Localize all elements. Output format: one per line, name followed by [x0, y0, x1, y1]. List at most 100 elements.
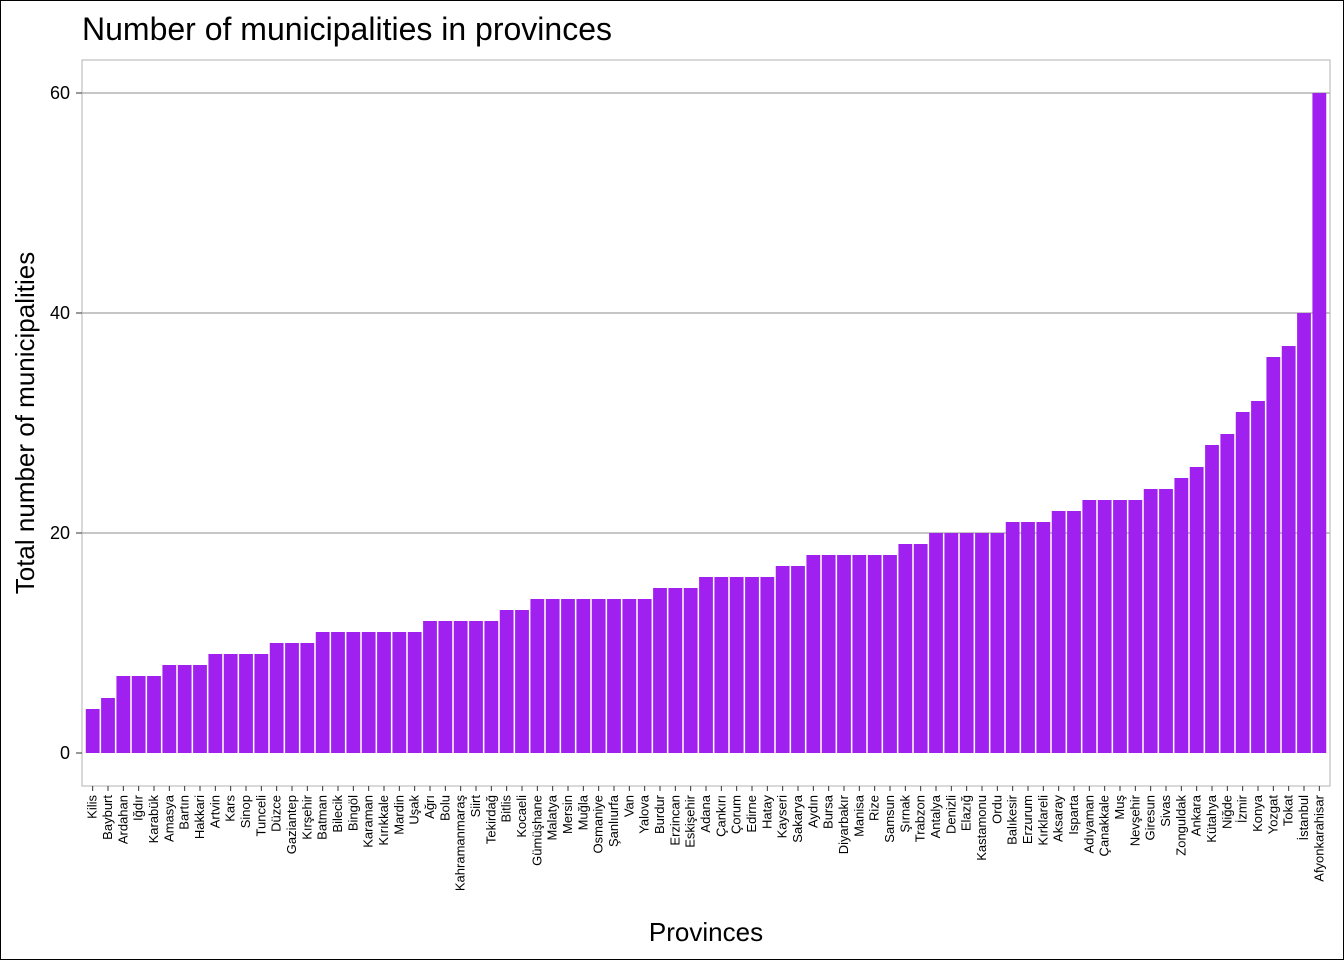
- x-tick-label: Edirne: [744, 795, 759, 833]
- bar-65: [1067, 511, 1081, 753]
- x-tick-label: Aydın: [805, 795, 820, 828]
- x-tick-label: Ağrı: [422, 795, 437, 819]
- x-tick-label: Mersin: [560, 795, 575, 834]
- bar-70: [1143, 489, 1158, 753]
- bar-41: [699, 577, 713, 753]
- x-tick-label: Hatay: [759, 795, 774, 829]
- bar-34: [591, 599, 606, 753]
- x-tick-label: İzmir: [1235, 794, 1250, 823]
- x-tick-label: Eskişehir: [683, 794, 698, 847]
- x-tick-label: Amasya: [161, 794, 176, 842]
- bar-79: [1281, 346, 1296, 753]
- bar-63: [1036, 522, 1051, 753]
- bar-27: [484, 621, 499, 753]
- x-tick-label: Şırnak: [897, 795, 912, 833]
- bar-7: [177, 665, 192, 753]
- x-tick-label: Adana: [698, 794, 713, 832]
- y-tick-label: 60: [50, 83, 70, 103]
- x-tick-label: Afyonkarahisar: [1311, 794, 1326, 881]
- bar-56: [929, 533, 943, 753]
- bar-36: [622, 599, 637, 753]
- x-tick-label: Erzurum: [1020, 795, 1035, 844]
- bar-4: [131, 676, 146, 753]
- bar-47: [791, 566, 805, 753]
- bar-37: [637, 599, 652, 753]
- bar-45: [760, 577, 775, 753]
- x-tick-label: Yozgat: [1265, 795, 1280, 835]
- bar-38: [653, 588, 667, 753]
- bar-59: [975, 533, 989, 753]
- x-tick-label: Aksaray: [1051, 795, 1066, 842]
- x-tick-label: Karaman: [361, 795, 376, 848]
- x-tick-label: Çanakkale: [1097, 795, 1112, 856]
- x-tick-label: Artvin: [207, 795, 222, 828]
- x-tick-label: Zonguldak: [1173, 795, 1188, 856]
- x-tick-label: Kocaeli: [514, 795, 529, 838]
- x-tick-label: Batman: [315, 795, 330, 840]
- x-tick-label: Elazığ: [959, 795, 974, 831]
- bar-13: [269, 643, 284, 753]
- x-tick-label: Gümüşhane: [529, 795, 544, 866]
- x-tick-label: Bilecik: [330, 795, 345, 833]
- x-tick-label: Tunceli: [253, 795, 268, 837]
- x-tick-label: Ankara: [1189, 794, 1204, 836]
- y-tick-label: 0: [60, 743, 70, 763]
- bar-50: [837, 555, 851, 753]
- bar-24: [438, 621, 453, 753]
- x-tick-label: Tokat: [1281, 795, 1296, 826]
- bar-57: [944, 533, 959, 753]
- bar-75: [1220, 434, 1235, 753]
- y-tick-label: 40: [50, 303, 70, 323]
- x-tick-label: Kırıkkale: [376, 795, 391, 846]
- x-tick-label: Çankırı: [713, 795, 728, 837]
- bar-3: [116, 676, 131, 753]
- bar-28: [499, 610, 514, 753]
- bar-6: [162, 665, 177, 753]
- x-tick-label: Giresun: [1143, 795, 1158, 841]
- bar-22: [407, 632, 422, 753]
- bar-5: [147, 676, 161, 753]
- x-tick-label: Iğdır: [131, 794, 146, 821]
- x-tick-label: Konya: [1250, 794, 1265, 832]
- x-tick-label: Ardahan: [115, 795, 130, 844]
- x-tick-label: Erzincan: [667, 795, 682, 846]
- x-tick-label: Kars: [223, 795, 238, 822]
- x-tick-label: Ordu: [989, 795, 1004, 824]
- x-tick-label: Siirt: [468, 795, 483, 818]
- bar-42: [714, 577, 729, 753]
- x-tick-label: Bayburt: [100, 795, 115, 840]
- bar-58: [959, 533, 974, 753]
- x-tick-label: Bartın: [177, 795, 192, 830]
- x-tick-label: Kırklareli: [1035, 795, 1050, 846]
- y-axis: 0 20 40 60: [50, 83, 82, 763]
- x-tick-label: Hakkari: [192, 795, 207, 839]
- x-axis: Kilis Bayburt Ardahan Iğdır Karabük Amasya Bar…: [85, 786, 1326, 892]
- bar-43: [729, 577, 744, 753]
- x-tick-label: Nevşehir: [1127, 794, 1142, 846]
- bar-17: [331, 632, 345, 753]
- bar-44: [745, 577, 759, 753]
- bars: [85, 93, 1327, 753]
- x-tick-label: Mardin: [391, 795, 406, 835]
- bar-55: [913, 544, 928, 753]
- bar-31: [545, 599, 560, 753]
- bar-2: [101, 698, 115, 753]
- bar-52: [867, 555, 882, 753]
- bar-12: [254, 654, 269, 753]
- bar-25: [453, 621, 468, 753]
- x-tick-label: Sakarya: [790, 794, 805, 842]
- x-tick-label: Malatya: [545, 794, 560, 840]
- x-tick-label: Uşak: [407, 795, 422, 825]
- x-tick-label: Rize: [867, 795, 882, 821]
- bar-54: [898, 544, 913, 753]
- bar-1: [85, 709, 100, 753]
- x-tick-label: Denizli: [943, 795, 958, 834]
- x-tick-label: Trabzon: [913, 795, 928, 842]
- bar-53: [883, 555, 897, 753]
- x-tick-label: Kahramanmaraş: [453, 795, 468, 892]
- x-tick-label: Burdur: [652, 794, 667, 834]
- bar-19: [361, 632, 376, 753]
- bar-74: [1205, 445, 1219, 753]
- bar-18: [346, 632, 361, 753]
- bar-67: [1097, 500, 1112, 753]
